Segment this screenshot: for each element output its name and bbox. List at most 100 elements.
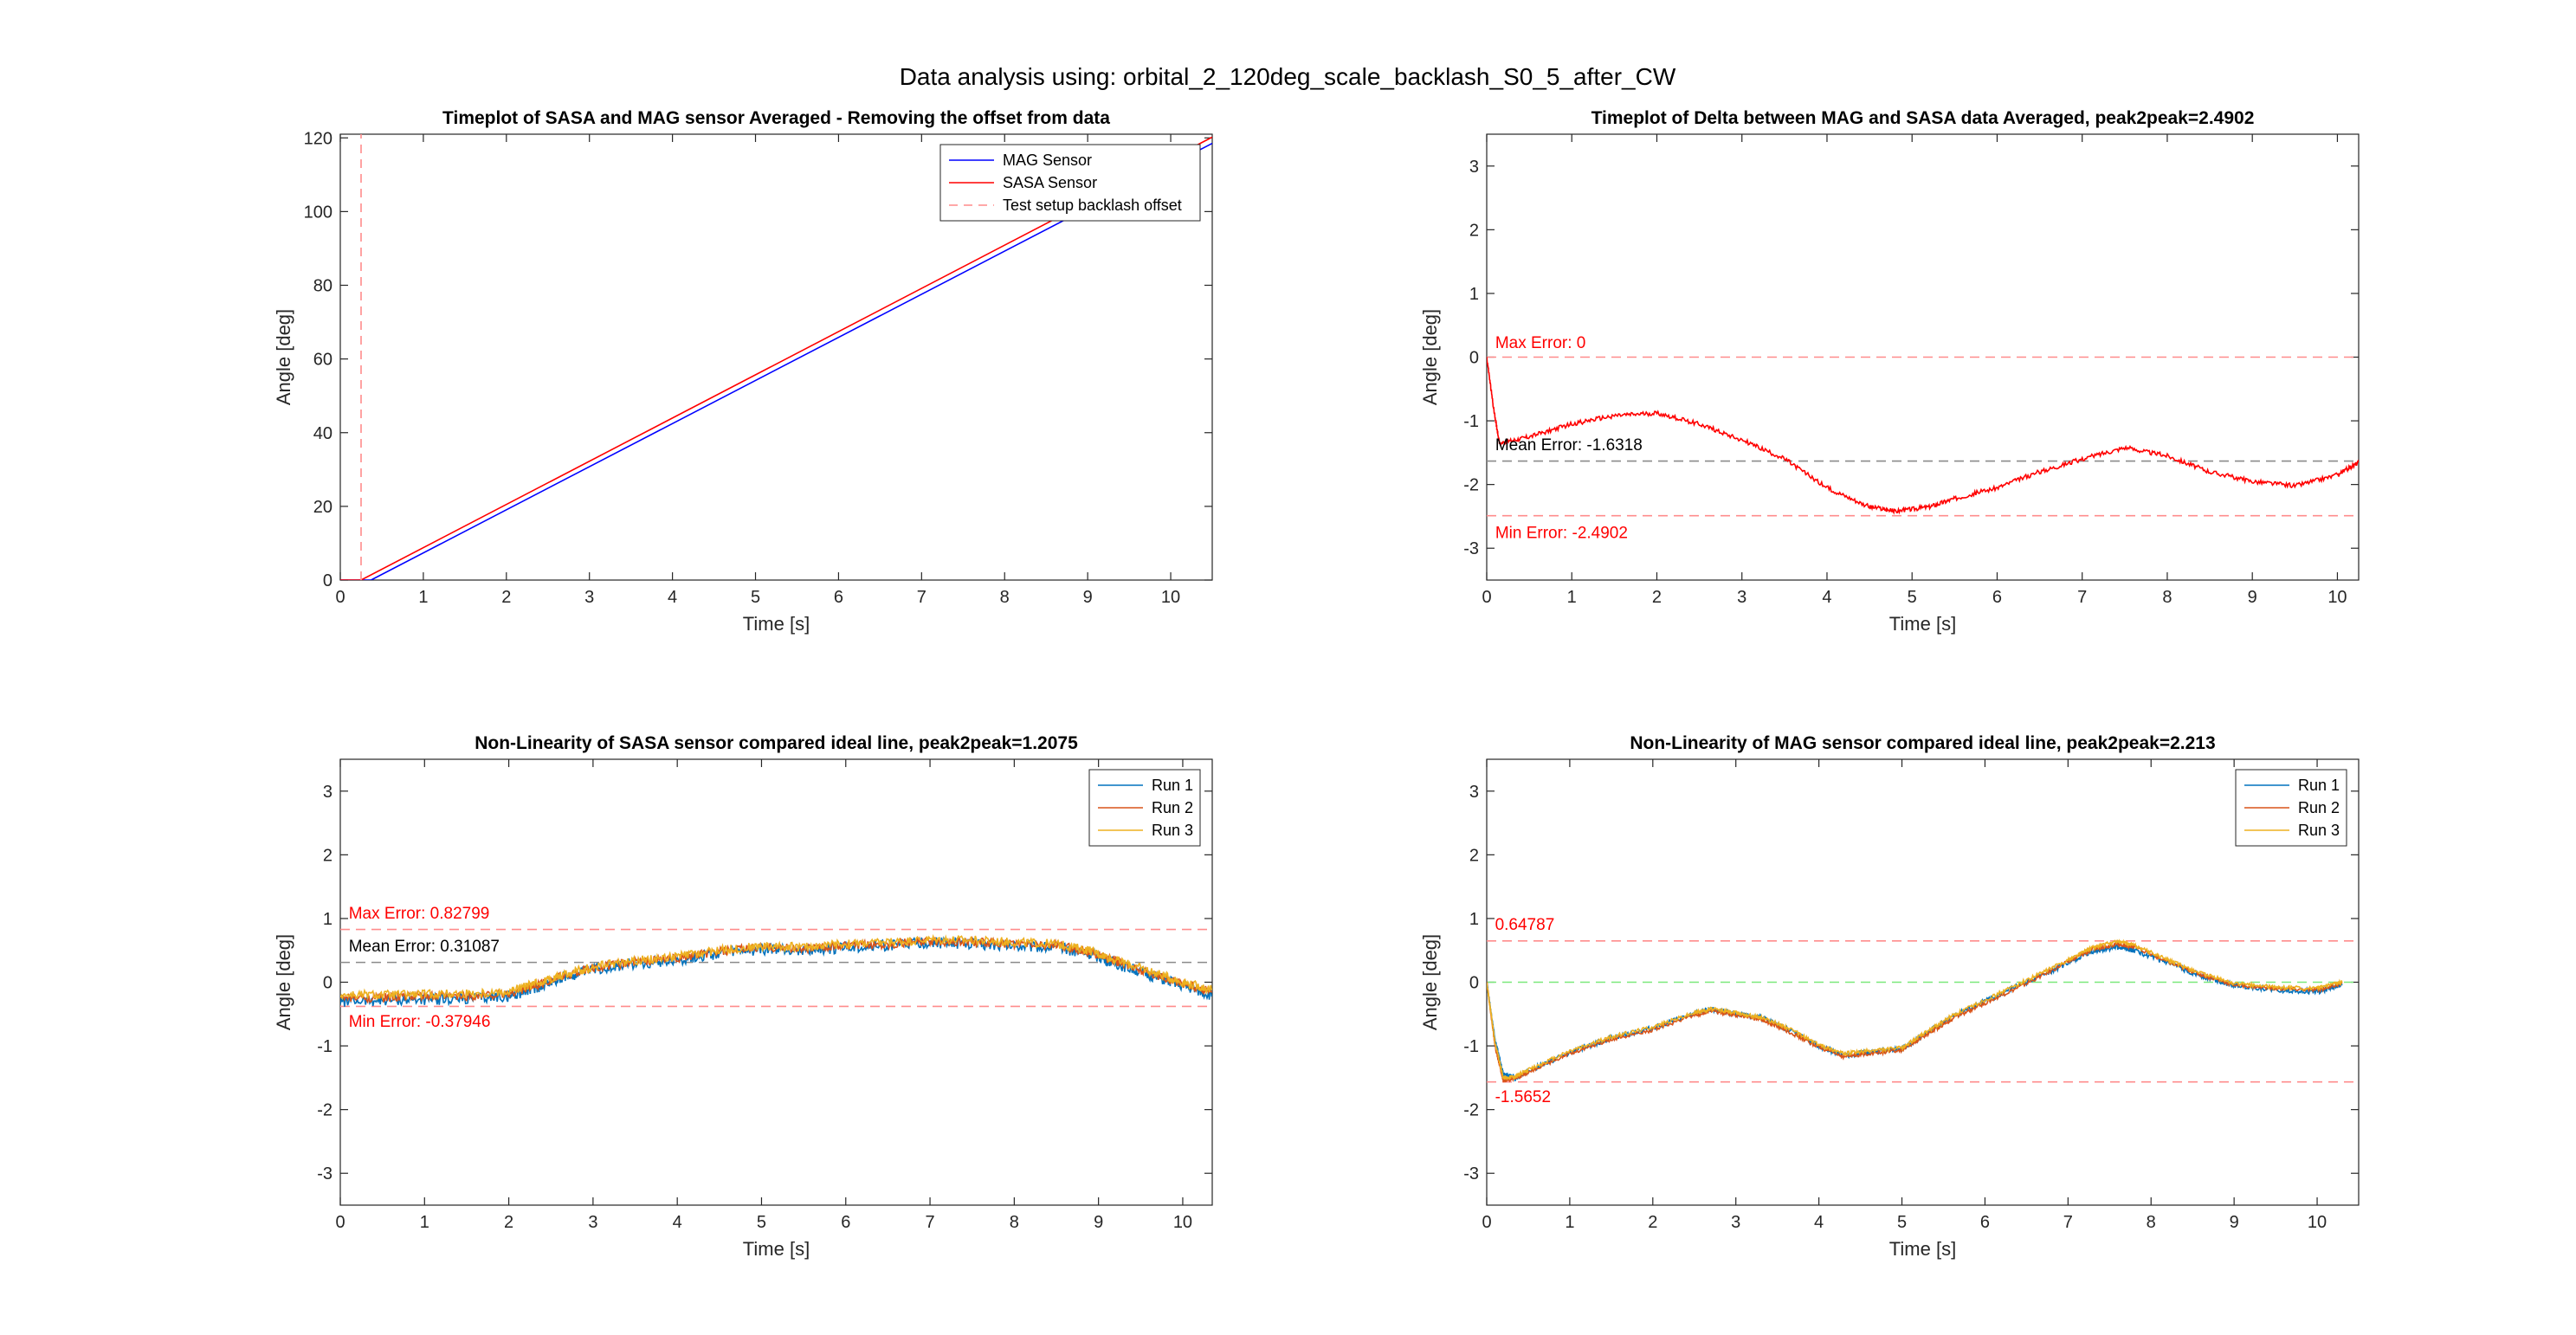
x-tick-label: 6 — [1980, 1213, 1990, 1232]
panel-nonlinearity-sasa: Non-Linearity of SASA sensor compared id… — [273, 733, 1213, 1260]
annotation-label: Mean Error: 0.31087 — [349, 938, 500, 956]
x-tick-label: 5 — [1897, 1213, 1907, 1232]
y-tick-label: -1 — [1463, 1037, 1479, 1056]
x-tick-label: 4 — [1814, 1213, 1824, 1232]
y-tick-label: 40 — [313, 424, 332, 443]
figure-title: Data analysis using: orbital_2_120deg_sc… — [900, 63, 1676, 90]
y-tick-label: -3 — [1463, 539, 1479, 558]
plot-area — [1487, 938, 2359, 1083]
x-tick-label: 5 — [751, 588, 760, 607]
legend-entry: Run 3 — [1152, 822, 1193, 839]
y-axis-label: Angle [deg] — [1419, 309, 1441, 405]
y-tick-label: 2 — [323, 846, 332, 865]
y-tick-label: 60 — [313, 351, 332, 370]
series-line-run-3 — [1487, 938, 2343, 1081]
x-tick-label: 2 — [1648, 1213, 1657, 1232]
x-tick-label: 8 — [2162, 588, 2172, 607]
x-tick-label: 6 — [834, 588, 843, 607]
x-tick-label: 4 — [668, 588, 677, 607]
legend-entry: Run 1 — [1152, 777, 1193, 794]
x-tick-label: 9 — [2248, 588, 2257, 607]
x-tick-label: 7 — [917, 588, 926, 607]
legend-entry: Test setup backlash offset — [1003, 197, 1182, 214]
y-axis-label: Angle [deg] — [273, 309, 294, 405]
x-tick-label: 3 — [1737, 588, 1746, 607]
y-axis-label: Angle [deg] — [1419, 934, 1441, 1030]
x-tick-label: 10 — [2308, 1213, 2327, 1232]
x-tick-label: 7 — [926, 1213, 935, 1232]
panel-title: Non-Linearity of MAG sensor compared ide… — [1630, 733, 2215, 753]
y-tick-label: -3 — [1463, 1164, 1479, 1183]
y-tick-label: 80 — [313, 277, 332, 296]
x-tick-label: 0 — [1482, 1213, 1491, 1232]
y-tick-label: 2 — [1469, 846, 1479, 865]
annotation-label: -1.5652 — [1495, 1088, 1551, 1106]
y-tick-label: -2 — [1463, 1101, 1479, 1120]
legend-entry: Run 1 — [2298, 777, 2340, 794]
y-tick-label: 1 — [1469, 285, 1479, 304]
y-tick-label: -2 — [317, 1101, 332, 1120]
x-tick-label: 8 — [2147, 1213, 2156, 1232]
x-axis-label: Time [s] — [1889, 1238, 1956, 1260]
y-tick-label: -3 — [317, 1164, 332, 1183]
x-tick-label: 8 — [1000, 588, 1010, 607]
panel-title: Non-Linearity of SASA sensor compared id… — [475, 733, 1078, 753]
y-tick-label: 120 — [304, 129, 332, 148]
annotation-label: 0.64787 — [1495, 916, 1555, 934]
y-tick-label: 1 — [323, 910, 332, 929]
annotation-label: Min Error: -2.4902 — [1495, 524, 1628, 542]
x-tick-label: 4 — [673, 1213, 682, 1232]
axes-box — [339, 758, 1213, 1206]
x-tick-label: 1 — [1567, 588, 1577, 607]
x-tick-label: 1 — [420, 1213, 429, 1232]
x-tick-label: 0 — [335, 588, 345, 607]
panel-title: Timeplot of Delta between MAG and SASA d… — [1591, 108, 2255, 128]
y-tick-label: -1 — [317, 1037, 332, 1056]
x-tick-label: 5 — [1908, 588, 1917, 607]
panel-timeplot-delta: Timeplot of Delta between MAG and SASA d… — [1419, 108, 2360, 635]
x-tick-label: 2 — [501, 588, 511, 607]
annotation-label: Max Error: 0 — [1495, 334, 1586, 352]
x-tick-label: 3 — [1731, 1213, 1740, 1232]
y-tick-label: -1 — [1463, 412, 1479, 431]
annotation-label: Max Error: 0.82799 — [349, 905, 490, 923]
series-line-run-3 — [340, 933, 1212, 1002]
legend: Run 1 Run 2 Run 3 — [1088, 769, 1201, 847]
x-tick-label: 9 — [1094, 1213, 1103, 1232]
legend-entry: SASA Sensor — [1003, 174, 1097, 191]
plot-area — [340, 134, 1212, 580]
x-tick-label: 3 — [588, 1213, 597, 1232]
x-tick-label: 7 — [2063, 1213, 2073, 1232]
legend-entry: Run 2 — [2298, 799, 2340, 816]
x-tick-label: 0 — [335, 1213, 345, 1232]
x-tick-label: 9 — [2230, 1213, 2239, 1232]
legend: MAG Sensor SASA Sensor Test setup backlash… — [939, 144, 1201, 222]
x-tick-label: 10 — [1173, 1213, 1192, 1232]
legend-entry: Run 3 — [2298, 822, 2340, 839]
x-tick-label: 6 — [841, 1213, 850, 1232]
x-tick-label: 1 — [418, 588, 428, 607]
x-tick-label: 2 — [504, 1213, 513, 1232]
y-tick-label: 0 — [1469, 349, 1479, 368]
annotation-label: Min Error: -0.37946 — [349, 1013, 491, 1031]
x-tick-label: 9 — [1083, 588, 1093, 607]
y-tick-label: -2 — [1463, 476, 1479, 495]
y-tick-label: 0 — [323, 974, 332, 993]
y-tick-label: 3 — [1469, 783, 1479, 802]
y-tick-label: 3 — [323, 783, 332, 802]
legend-entry: MAG Sensor — [1003, 152, 1092, 169]
plot-area — [340, 928, 1212, 1008]
y-tick-label: 0 — [1469, 974, 1479, 993]
y-axis-label: Angle [deg] — [273, 934, 294, 1030]
legend-entry: Run 2 — [1152, 799, 1193, 816]
x-tick-label: 10 — [2327, 588, 2347, 607]
x-tick-label: 7 — [2077, 588, 2087, 607]
legend: Run 1 Run 2 Run 3 — [2235, 769, 2347, 847]
x-axis-label: Time [s] — [743, 613, 810, 635]
y-tick-label: 20 — [313, 498, 332, 517]
x-tick-label: 6 — [1992, 588, 2002, 607]
series-line-delta — [1487, 357, 2359, 515]
y-tick-label: 3 — [1469, 158, 1479, 177]
panel-nonlinearity-mag: Non-Linearity of MAG sensor compared ide… — [1419, 733, 2360, 1260]
